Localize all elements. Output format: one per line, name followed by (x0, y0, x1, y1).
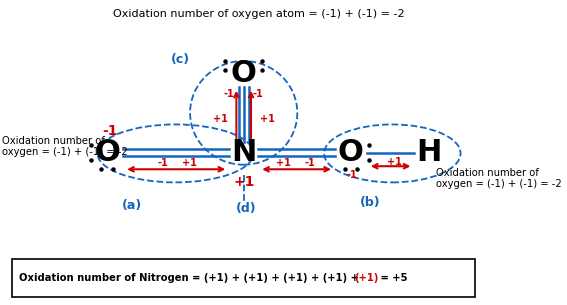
Text: +1: +1 (213, 114, 228, 124)
Text: +1: +1 (387, 157, 402, 167)
Text: O: O (338, 138, 364, 167)
Text: (c): (c) (171, 53, 190, 66)
Text: (a): (a) (121, 199, 142, 212)
Text: +1: +1 (181, 158, 197, 168)
Text: -1: -1 (253, 89, 264, 99)
Text: Oxidation number of oxygen atom = (-1) + (-1) = -2: Oxidation number of oxygen atom = (-1) +… (112, 9, 404, 19)
Text: -1: -1 (304, 158, 315, 168)
Text: +1: +1 (260, 114, 274, 124)
Text: H: H (416, 138, 442, 167)
Text: (+1): (+1) (354, 274, 378, 283)
Text: Oxidation number of Nitrogen = (+1) + (+1) + (+1) + (+1) +: Oxidation number of Nitrogen = (+1) + (+… (19, 274, 362, 283)
Text: N: N (231, 138, 256, 167)
Text: -1: -1 (224, 89, 234, 99)
Text: +1: +1 (233, 175, 255, 189)
Text: O: O (94, 138, 120, 167)
Text: -1: -1 (346, 170, 357, 180)
Text: Oxidation number of
oxygen = (-1) + (-1) = -2: Oxidation number of oxygen = (-1) + (-1)… (2, 136, 128, 157)
Text: (d): (d) (236, 203, 256, 215)
Text: = +5: = +5 (377, 274, 408, 283)
Text: +1: +1 (276, 158, 291, 168)
Text: Oxidation number of
oxygen = (-1) + (-1) = -2: Oxidation number of oxygen = (-1) + (-1)… (436, 168, 562, 189)
FancyBboxPatch shape (12, 259, 475, 297)
Text: (b): (b) (360, 196, 380, 209)
Text: -1: -1 (158, 158, 168, 168)
Text: -1: -1 (102, 124, 117, 138)
Text: O: O (231, 59, 257, 88)
